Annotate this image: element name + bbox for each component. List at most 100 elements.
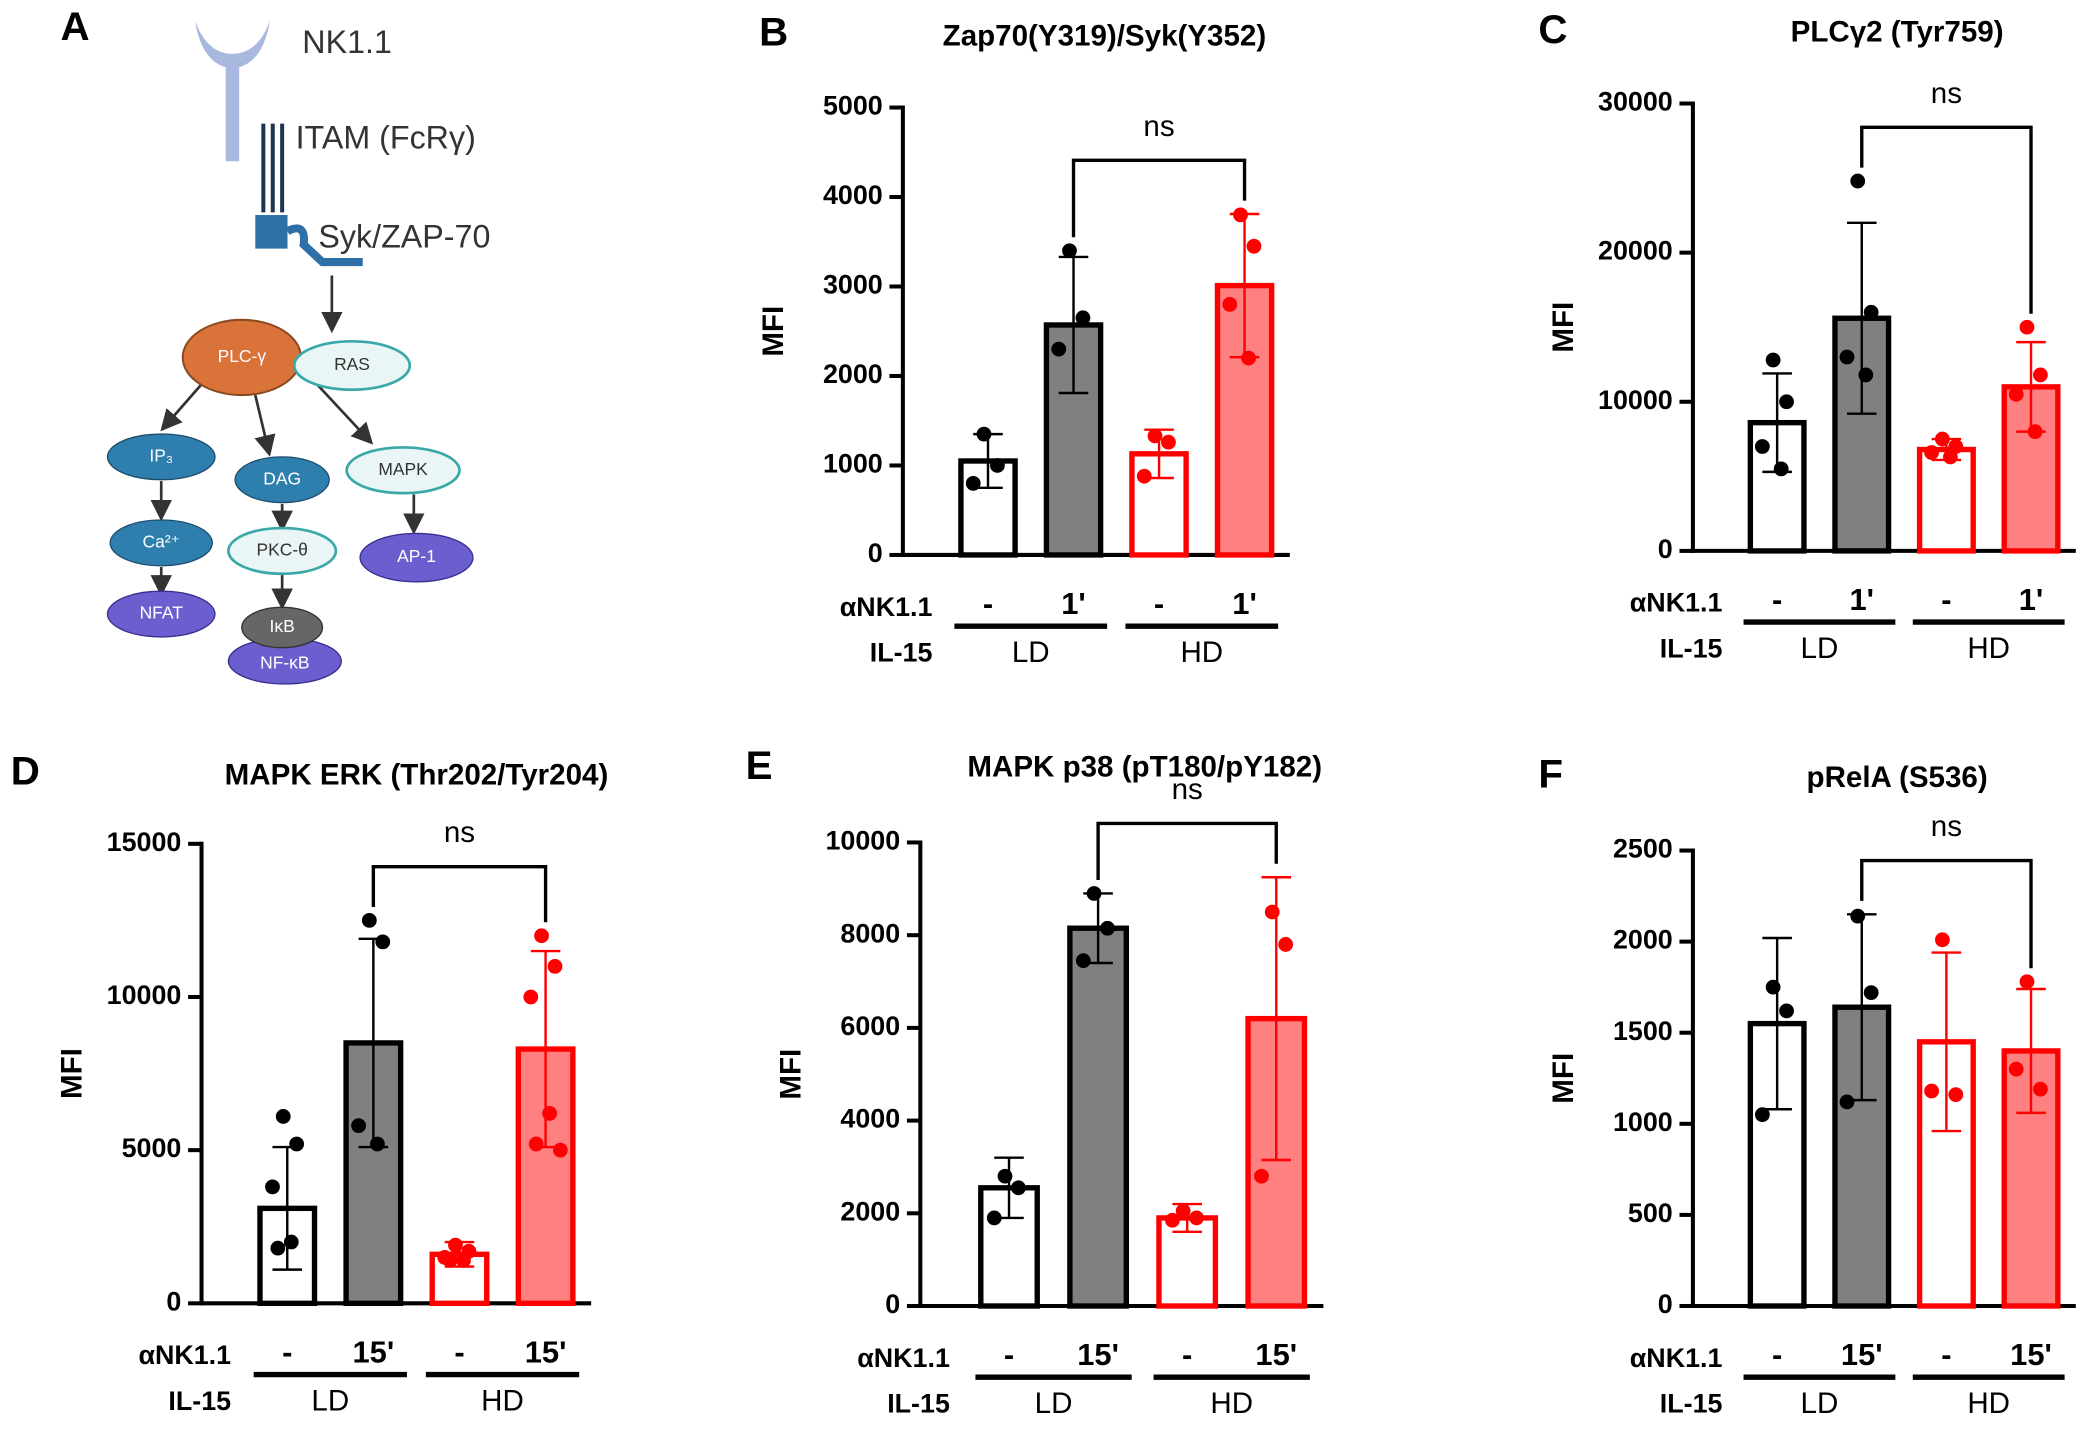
data-point bbox=[1189, 1210, 1204, 1226]
group-label: HD bbox=[1967, 632, 2010, 665]
data-point bbox=[1075, 310, 1091, 326]
row-label: IL-15 bbox=[870, 637, 933, 667]
category-label: 1' bbox=[2019, 582, 2044, 617]
y-tick-label: 20000 bbox=[1598, 236, 1673, 266]
receptor-icon bbox=[194, 20, 271, 162]
y-tick-label: 10000 bbox=[1598, 385, 1673, 415]
node bbox=[292, 339, 412, 392]
y-tick-label: 2000 bbox=[840, 1196, 900, 1226]
data-point bbox=[1863, 985, 1879, 1001]
data-point bbox=[547, 958, 563, 974]
significance-bracket bbox=[1860, 858, 2033, 969]
group-label: HD bbox=[1210, 1387, 1253, 1420]
y-tick-label: 0 bbox=[166, 1286, 181, 1316]
category-label: 15' bbox=[525, 1335, 567, 1370]
bar bbox=[1916, 446, 1976, 554]
error-bar bbox=[2016, 987, 2046, 1115]
significance-bracket bbox=[1096, 821, 1278, 881]
y-tick-label: 3000 bbox=[823, 270, 883, 300]
y-axis-label: MFI bbox=[1547, 1053, 1580, 1104]
node bbox=[241, 606, 324, 649]
data-point bbox=[1175, 1203, 1191, 1219]
data-point bbox=[534, 928, 549, 944]
data-point bbox=[1850, 173, 1866, 189]
y-tick-label: 1000 bbox=[1613, 1107, 1673, 1137]
data-point bbox=[976, 426, 992, 442]
data-point bbox=[552, 1142, 568, 1158]
error-bar bbox=[1846, 221, 1877, 415]
category-label: 15' bbox=[1077, 1337, 1119, 1372]
data-point bbox=[1934, 431, 1950, 447]
significance-label: ns bbox=[1931, 77, 1962, 110]
y-tick-label: 4000 bbox=[823, 180, 883, 210]
data-point bbox=[2033, 1081, 2048, 1097]
significance-bracket bbox=[1071, 158, 1247, 238]
data-point bbox=[351, 1118, 366, 1134]
data-point bbox=[2033, 367, 2048, 383]
panel-letter: C bbox=[1538, 7, 1567, 52]
data-point bbox=[1100, 920, 1115, 936]
data-point bbox=[528, 1136, 544, 1152]
y-tick-label: 5000 bbox=[823, 91, 883, 121]
data-point bbox=[1241, 350, 1256, 366]
data-point bbox=[456, 1253, 471, 1268]
itam-icon bbox=[261, 123, 285, 213]
panel-letter: D bbox=[11, 749, 40, 794]
y-tick-label: 15000 bbox=[107, 827, 182, 857]
chart-title: PLCγ2 (Tyr759) bbox=[1791, 15, 2004, 48]
data-point bbox=[1754, 1107, 1770, 1123]
node-label: PKC-θ bbox=[256, 540, 307, 560]
node bbox=[109, 519, 213, 567]
data-point bbox=[2019, 319, 2035, 335]
data-point bbox=[1943, 449, 1958, 465]
row-label: αNK1.1 bbox=[857, 1343, 950, 1373]
category-label: - bbox=[1182, 1337, 1192, 1372]
data-point bbox=[523, 989, 539, 1005]
panel-letter: E bbox=[746, 743, 773, 788]
error-bar bbox=[1931, 951, 1962, 1133]
y-tick-label: 30000 bbox=[1598, 87, 1673, 117]
significance-bracket bbox=[371, 864, 548, 923]
significance-bracket bbox=[1860, 125, 2033, 314]
data-point bbox=[448, 1237, 463, 1253]
data-point bbox=[1773, 461, 1789, 477]
data-point bbox=[990, 458, 1005, 473]
group-label: LD bbox=[1012, 636, 1050, 669]
y-tick-label: 500 bbox=[1628, 1198, 1673, 1228]
category-label: - bbox=[1772, 1337, 1782, 1372]
category-label: 15' bbox=[2010, 1337, 2052, 1372]
category-label: - bbox=[1941, 1337, 1951, 1372]
y-tick-label: 0 bbox=[868, 538, 883, 568]
y-tick-label: 10000 bbox=[107, 980, 182, 1010]
panel-a-diagram: A NK1.1 ITAM (FcRγ) Syk/ZAP-70 PLC-γ RAS… bbox=[60, 4, 490, 685]
data-point bbox=[2008, 386, 2024, 402]
chart-title: Zap70(Y319)/Syk(Y352) bbox=[943, 19, 1267, 52]
data-point bbox=[1863, 304, 1879, 320]
significance-label: ns bbox=[1143, 110, 1174, 143]
y-axis-label: MFI bbox=[1547, 302, 1580, 353]
y-tick-label: 5000 bbox=[122, 1133, 182, 1163]
data-point bbox=[965, 475, 981, 491]
data-point bbox=[2027, 424, 2043, 439]
y-tick-label: 0 bbox=[1658, 1289, 1673, 1319]
row-label: IL-15 bbox=[887, 1389, 950, 1419]
diagram-label: ITAM (FcRγ) bbox=[296, 119, 476, 155]
diagram-label: Syk/ZAP-70 bbox=[318, 219, 490, 255]
node-label: NF-κB bbox=[260, 652, 309, 672]
bar bbox=[1747, 1020, 1807, 1309]
row-label: αNK1.1 bbox=[138, 1340, 231, 1370]
group-label: LD bbox=[1801, 632, 1839, 665]
y-tick-label: 6000 bbox=[840, 1011, 900, 1041]
category-label: 1' bbox=[1061, 586, 1086, 621]
node bbox=[227, 526, 338, 576]
node bbox=[106, 590, 216, 638]
category-label: 15' bbox=[1255, 1337, 1297, 1372]
row-label: αNK1.1 bbox=[840, 592, 933, 622]
y-tick-label: 1000 bbox=[823, 449, 883, 479]
data-point bbox=[283, 1234, 299, 1250]
data-point bbox=[1086, 886, 1102, 901]
data-point bbox=[1839, 349, 1855, 365]
node-label: IκB bbox=[270, 616, 295, 636]
node bbox=[234, 456, 330, 504]
